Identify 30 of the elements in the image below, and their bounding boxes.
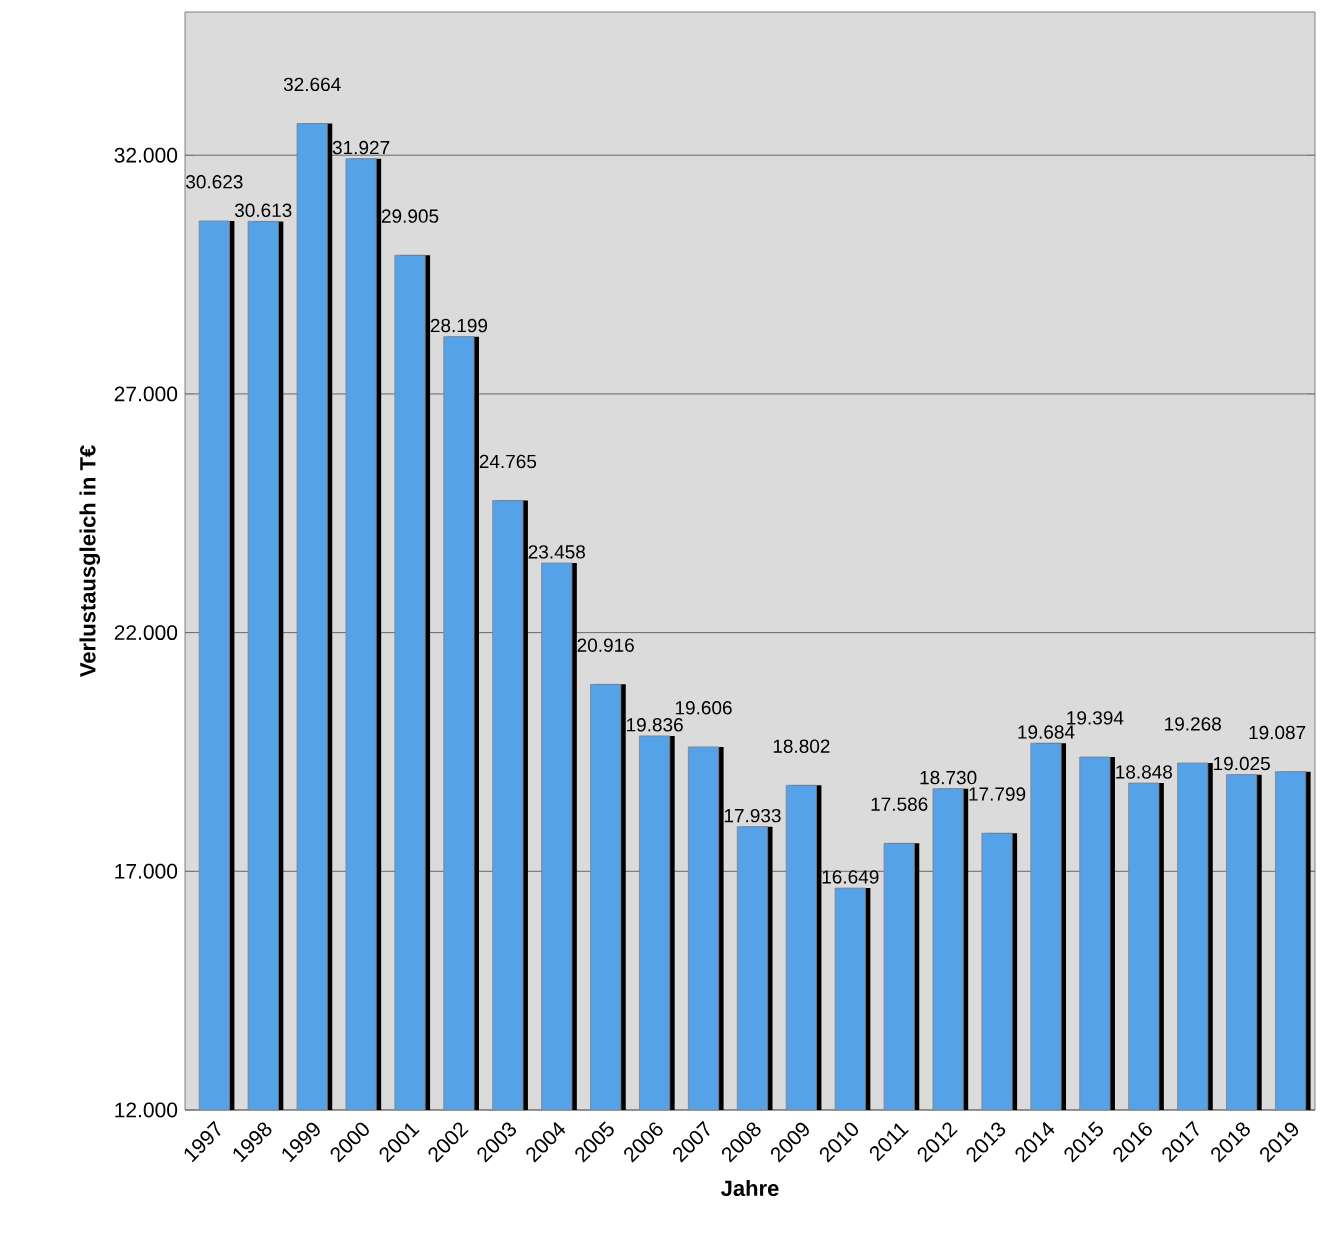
data-label: 30.623 <box>186 175 243 189</box>
data-label: 28.199 <box>430 318 488 333</box>
data-label: 30.613 <box>234 203 292 218</box>
data-label: 23.458 <box>528 545 586 559</box>
y-tick-label: 17.000 <box>115 863 178 879</box>
data-label: 32.664 <box>283 77 341 92</box>
y-tick-label: 27.000 <box>114 386 178 402</box>
y-tick-label: 32.000 <box>114 147 178 163</box>
data-label: 18.848 <box>1116 765 1173 779</box>
data-label: 19.606 <box>675 701 732 715</box>
y-tick-label: 12.000 <box>115 1102 178 1118</box>
data-label: 24.765 <box>479 454 537 469</box>
data-label: 17.799 <box>969 787 1026 801</box>
data-label: 18.730 <box>920 770 977 785</box>
data-label: 19.394 <box>1067 711 1124 725</box>
data-label: 19.087 <box>1249 725 1306 740</box>
data-label: 31.927 <box>332 140 390 155</box>
data-label: 29.905 <box>381 209 439 223</box>
y-axis-title: Verlustausgleich in T€ <box>79 445 101 677</box>
data-label: 19.025 <box>1214 756 1270 771</box>
data-label: 18.802 <box>773 739 830 753</box>
y-tick-label: 22.000 <box>114 625 178 641</box>
data-label: 19.836 <box>627 718 683 732</box>
data-label: 19.268 <box>1165 717 1221 731</box>
data-label: 17.586 <box>871 797 928 811</box>
x-axis-title: Jahre <box>721 1179 779 1197</box>
data-label: 17.933 <box>724 808 781 823</box>
data-label: 16.649 <box>822 870 879 884</box>
data-label: 19.684 <box>1018 725 1075 739</box>
data-label: 20.916 <box>577 638 634 652</box>
